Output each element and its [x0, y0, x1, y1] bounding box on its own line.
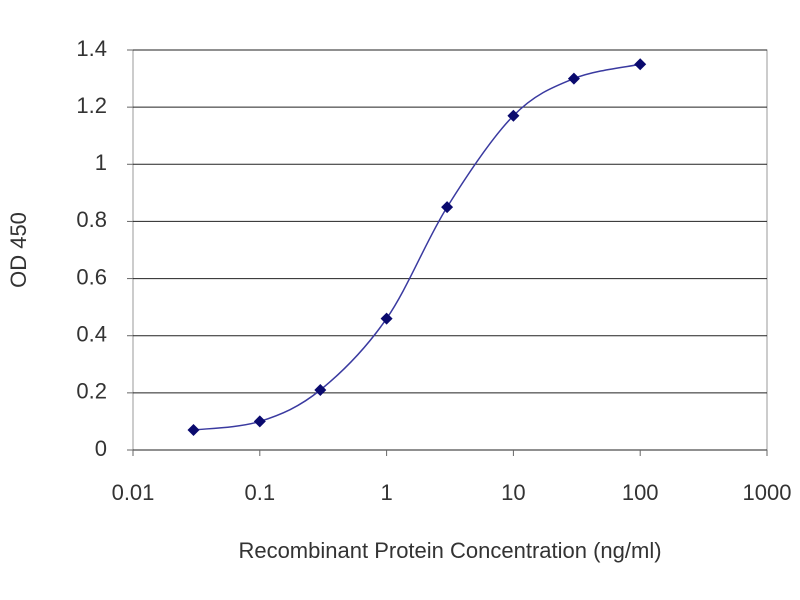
marker [441, 201, 454, 214]
marker [634, 58, 647, 71]
y-tick-label: 0.8 [76, 207, 107, 232]
marker [187, 424, 200, 436]
marker [314, 384, 327, 396]
x-tick-label: 1 [380, 480, 392, 505]
y-tick-label: 0.4 [76, 322, 107, 347]
curve [193, 63, 641, 431]
x-axis-label: Recombinant Protein Concentration (ng/ml… [238, 538, 661, 563]
marker [507, 109, 520, 122]
y-tick-label: 0 [95, 436, 107, 461]
y-tick-label: 1.4 [76, 36, 107, 61]
x-tick-label: 1000 [743, 480, 792, 505]
marker [253, 415, 266, 428]
y-tick-label: 0.6 [76, 264, 107, 289]
x-tick-label: 0.01 [112, 480, 155, 505]
x-tick-label: 0.1 [245, 480, 276, 505]
plot-area [132, 49, 768, 451]
marker [567, 72, 580, 85]
y-tick-label: 1.2 [76, 93, 107, 118]
y-tick-label: 1 [95, 150, 107, 175]
marker [380, 312, 393, 325]
x-tick-label: 10 [501, 480, 525, 505]
y-tick-label: 0.2 [76, 379, 107, 404]
x-tick-label: 100 [622, 480, 659, 505]
y-axis-label: OD 450 [6, 212, 31, 288]
